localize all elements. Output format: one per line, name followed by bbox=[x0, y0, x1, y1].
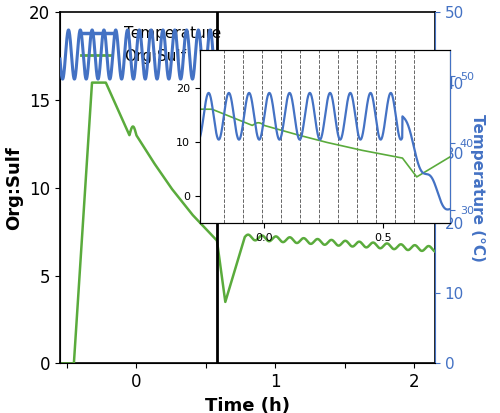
Y-axis label: Org:Sulf: Org:Sulf bbox=[6, 146, 24, 230]
X-axis label: Time (h): Time (h) bbox=[205, 397, 290, 413]
Y-axis label: Temperature (°C): Temperature (°C) bbox=[470, 114, 485, 262]
Legend: Temperature, Org:Sulf: Temperature, Org:Sulf bbox=[75, 20, 228, 70]
